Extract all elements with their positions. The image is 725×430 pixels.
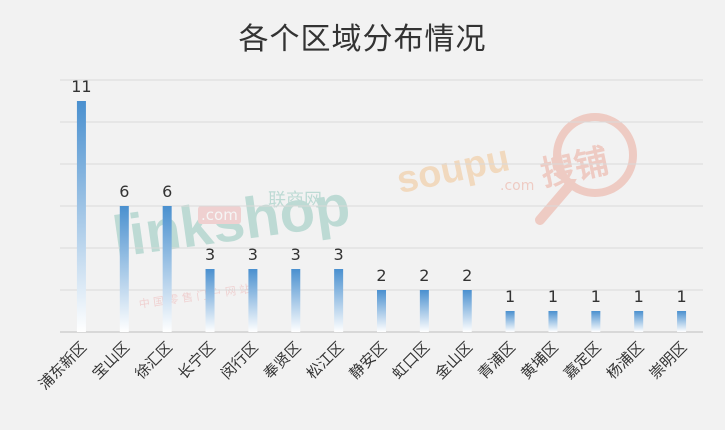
value-label: 3 xyxy=(248,245,258,264)
value-label: 6 xyxy=(162,182,172,201)
bar xyxy=(291,269,301,332)
value-label: 1 xyxy=(591,287,601,306)
category-tick-label: 松江区 xyxy=(303,338,348,383)
category-tick-label: 青浦区 xyxy=(474,338,519,383)
bar xyxy=(248,269,258,332)
category-tick-label: 长宁区 xyxy=(174,338,219,383)
bar xyxy=(162,206,172,332)
bar xyxy=(377,290,386,332)
category-tick-label: 崇明区 xyxy=(646,338,691,383)
category-tick-label: 徐汇区 xyxy=(131,338,176,383)
category-tick-label: 宝山区 xyxy=(89,338,134,383)
bar xyxy=(634,311,644,332)
value-label: 6 xyxy=(119,182,129,201)
bar xyxy=(119,206,129,332)
value-label: 2 xyxy=(376,266,386,285)
value-label: 11 xyxy=(71,77,91,96)
category-tick-label: 金山区 xyxy=(432,338,477,383)
category-tick-label: 静安区 xyxy=(346,338,391,383)
bar xyxy=(205,269,215,332)
value-label: 3 xyxy=(334,245,344,264)
value-label: 1 xyxy=(676,287,686,306)
bar xyxy=(677,311,687,332)
bar xyxy=(548,311,558,332)
value-label: 1 xyxy=(505,287,515,306)
bar xyxy=(591,311,601,332)
value-label: 1 xyxy=(634,287,644,306)
category-tick-label: 虹口区 xyxy=(389,338,434,383)
category-tick-label: 奉贤区 xyxy=(260,338,305,383)
bar xyxy=(419,290,429,332)
value-labels: 116 63 3 3 32 2 21 1 1 1 1 xyxy=(71,77,686,306)
category-tick-label: 黄埔区 xyxy=(517,338,562,383)
bar xyxy=(334,269,344,332)
value-label: 2 xyxy=(462,266,472,285)
category-tick-label: 杨浦区 xyxy=(603,338,648,383)
bar xyxy=(505,311,515,332)
category-tick-label: 嘉定区 xyxy=(560,338,605,383)
value-label: 3 xyxy=(291,245,301,264)
bar xyxy=(76,101,86,332)
bar xyxy=(462,290,472,332)
chart-title: 各个区域分布情况 xyxy=(238,22,487,57)
category-tick-label: 闵行区 xyxy=(217,338,262,383)
value-label: 2 xyxy=(419,266,429,285)
category-tick-labels: 浦东新区宝山区徐汇区长宁区闵行区奉贤区松江区静安区虹口区金山区青浦区黄埔区嘉定区… xyxy=(35,338,690,393)
bars xyxy=(76,101,687,332)
category-tick-label: 浦东新区 xyxy=(35,338,90,393)
value-label: 3 xyxy=(205,245,215,264)
value-label: 1 xyxy=(548,287,558,306)
